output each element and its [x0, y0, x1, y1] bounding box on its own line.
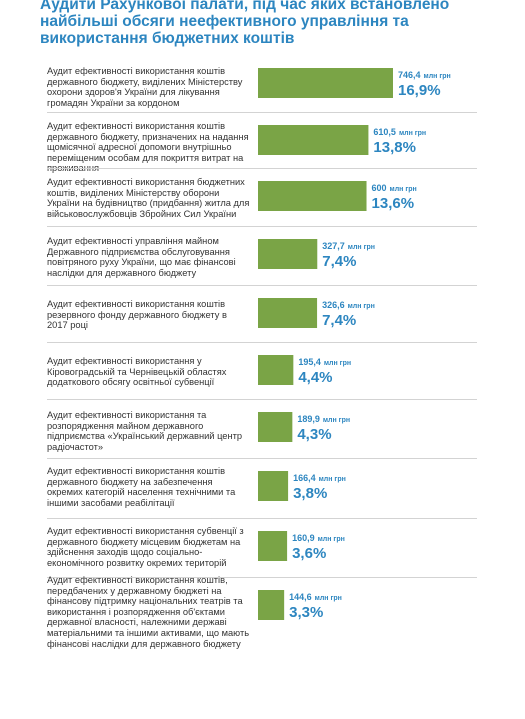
row-divider [47, 285, 477, 286]
value-label: 166,4 млн грн [293, 473, 346, 483]
bar [258, 590, 285, 620]
percent-label: 3,6% [292, 545, 326, 562]
category-label: Аудит ефективності використання субвенці… [47, 526, 244, 568]
category-label: Аудит ефективності управління майном Дер… [47, 236, 236, 278]
bar [258, 531, 288, 561]
row-divider [47, 577, 477, 578]
row-divider [47, 458, 477, 459]
bar [258, 412, 293, 442]
percent-label: 13,6% [372, 195, 415, 212]
bar [258, 181, 367, 211]
bar [258, 125, 369, 155]
category-label: Аудит ефективності використання коштів д… [47, 66, 243, 108]
value-label: 327,7 млн грн [322, 241, 375, 251]
bar [258, 355, 294, 385]
percent-label: 4,3% [297, 426, 331, 443]
value-label: 746,4 млн грн [398, 70, 451, 80]
value-label: 189,9 млн грн [297, 414, 350, 424]
value-label: 600 млн грн [372, 183, 417, 193]
row-divider [47, 168, 477, 169]
category-label: Аудит ефективності використання коштів д… [47, 466, 236, 508]
row-divider [47, 518, 477, 519]
chart-title: Аудити Рахункової палати, під час яких в… [40, 0, 450, 47]
category-label: Аудит ефективності використання коштів р… [47, 299, 227, 331]
row-divider [47, 112, 477, 113]
row-divider [47, 226, 477, 227]
bar [258, 68, 393, 98]
bar [258, 471, 289, 501]
percent-label: 4,4% [298, 369, 332, 386]
value-label: 144,6 млн грн [289, 592, 342, 602]
value-label: 195,4 млн грн [298, 357, 351, 367]
percent-label: 7,4% [322, 312, 356, 329]
value-label: 160,9 млн грн [292, 533, 345, 543]
category-label: Аудит ефективності використання коштів, … [47, 575, 250, 649]
row-divider [47, 399, 477, 400]
bar [258, 298, 318, 328]
percent-label: 7,4% [322, 253, 356, 270]
bar [258, 239, 318, 269]
percent-label: 13,8% [373, 139, 416, 156]
value-label: 326,6 млн грн [322, 300, 375, 310]
category-label: Аудит ефективності використання та розпо… [47, 410, 243, 452]
row-divider [47, 342, 477, 343]
percent-label: 3,8% [293, 485, 327, 502]
value-label: 610,5 млн грн [373, 127, 426, 137]
category-label: Аудит ефективності використання бюджетни… [47, 177, 250, 219]
percent-label: 16,9% [398, 82, 441, 99]
category-label: Аудит ефективності використання у Кірово… [47, 356, 227, 388]
percent-label: 3,3% [289, 604, 323, 621]
